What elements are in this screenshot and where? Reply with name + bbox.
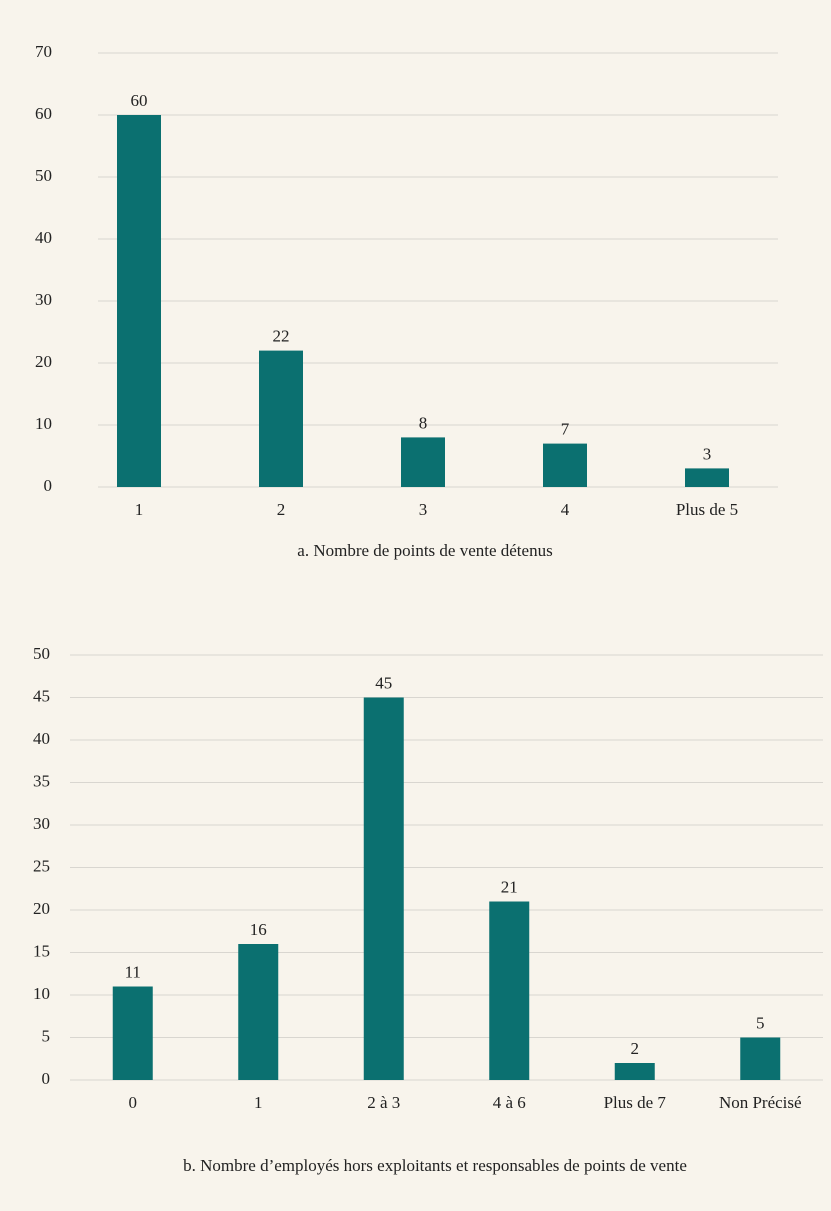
bar <box>543 443 587 487</box>
data-label: 5 <box>756 1013 765 1032</box>
x-tick-label: 3 <box>419 500 428 519</box>
data-label: 22 <box>273 327 290 346</box>
y-tick-label: 60 <box>35 104 52 123</box>
data-label: 3 <box>703 444 712 463</box>
data-label: 7 <box>561 420 570 439</box>
y-tick-label: 50 <box>33 644 50 663</box>
data-label: 11 <box>125 962 141 981</box>
y-tick-label: 10 <box>33 984 50 1003</box>
data-label: 60 <box>131 91 148 110</box>
y-tick-label: 0 <box>42 1069 51 1088</box>
x-tick-label: 0 <box>129 1093 138 1112</box>
data-label: 2 <box>631 1039 640 1058</box>
y-tick-label: 10 <box>35 414 52 433</box>
bar <box>259 350 303 487</box>
y-tick-label: 20 <box>35 352 52 371</box>
x-tick-label: Plus de 7 <box>604 1093 667 1112</box>
x-tick-label: 4 à 6 <box>493 1093 526 1112</box>
y-tick-label: 35 <box>33 771 50 790</box>
y-tick-label: 15 <box>33 941 50 960</box>
y-tick-label: 0 <box>44 476 53 495</box>
bar <box>614 1063 655 1080</box>
bar <box>489 901 530 1080</box>
chart-title: b. Nombre d’employés hors exploitants et… <box>183 1156 687 1175</box>
y-tick-label: 30 <box>33 814 50 833</box>
y-tick-label: 40 <box>35 228 52 247</box>
bar <box>401 437 445 487</box>
bar <box>685 468 729 487</box>
x-tick-label: 1 <box>254 1093 263 1112</box>
bar <box>112 986 153 1080</box>
data-label: 16 <box>250 920 267 939</box>
y-tick-label: 30 <box>35 290 52 309</box>
data-label: 21 <box>501 877 518 896</box>
x-tick-label: Non Précisé <box>719 1093 802 1112</box>
x-tick-label: Plus de 5 <box>676 500 738 519</box>
y-tick-label: 40 <box>33 729 50 748</box>
data-label: 8 <box>419 413 428 432</box>
data-label: 45 <box>375 673 392 692</box>
bar <box>740 1037 781 1080</box>
x-tick-label: 4 <box>561 500 570 519</box>
bar <box>363 697 404 1080</box>
y-tick-label: 45 <box>33 686 50 705</box>
x-tick-label: 1 <box>135 500 144 519</box>
chart-title: a. Nombre de points de vente détenus <box>297 541 553 560</box>
bar <box>238 944 279 1080</box>
bar <box>117 115 161 487</box>
y-tick-label: 20 <box>33 899 50 918</box>
y-tick-label: 50 <box>35 166 52 185</box>
x-tick-label: 2 <box>277 500 286 519</box>
y-tick-label: 25 <box>33 856 50 875</box>
y-tick-label: 5 <box>42 1026 51 1045</box>
y-tick-label: 70 <box>35 42 52 61</box>
x-tick-label: 2 à 3 <box>367 1093 400 1112</box>
